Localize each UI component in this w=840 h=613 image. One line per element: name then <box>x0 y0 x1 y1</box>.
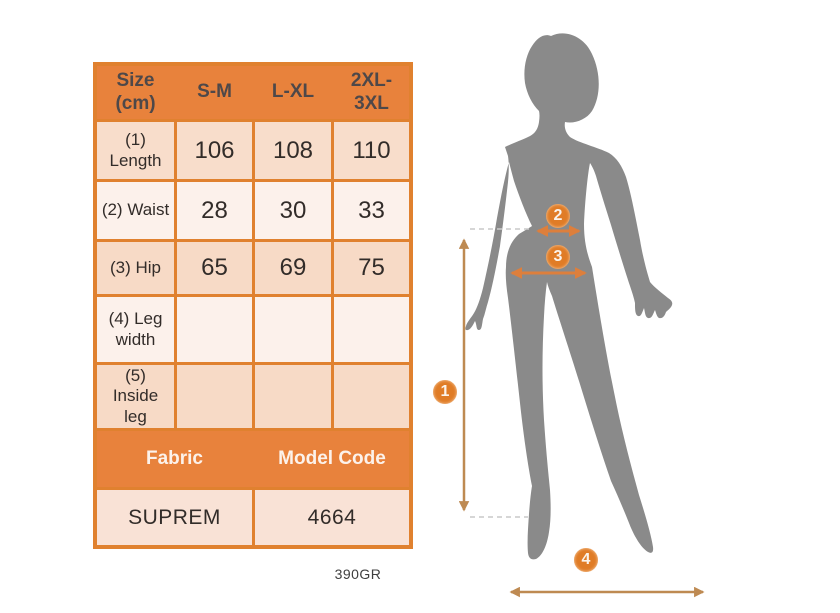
value-waist-s-m: 28 <box>177 182 252 239</box>
value-length-l-xl: 108 <box>255 122 331 179</box>
value-inside-leg-s-m <box>177 365 252 428</box>
value-waist-2xl-3xl: 33 <box>334 182 409 239</box>
weight-note: 390GR <box>334 566 382 582</box>
row-label-waist: (2) Waist <box>97 182 174 239</box>
value-hip-s-m: 65 <box>177 242 252 294</box>
body-silhouette <box>465 33 673 560</box>
value-hip-2xl-3xl: 75 <box>334 242 409 294</box>
value-leg-width-2xl-3xl <box>334 297 409 362</box>
column-header-2xl-3xl: 2XL- 3XL <box>350 69 393 114</box>
value-inside-leg-l-xl <box>255 365 331 428</box>
value-waist-l-xl: 30 <box>255 182 331 239</box>
value-length-2xl-3xl: 110 <box>334 122 409 179</box>
value-leg-width-s-m <box>177 297 252 362</box>
row-label-hip: (3) Hip <box>97 242 174 294</box>
model-code-value: 4664 <box>255 490 409 545</box>
value-leg-width-l-xl <box>255 297 331 362</box>
value-length-s-m: 106 <box>177 122 252 179</box>
column-header-size-cm: Size (cm) <box>115 69 156 114</box>
fabric-model-header-row: Fabric Model Code <box>97 431 409 487</box>
row-label-leg-width: (4) Leg width <box>97 297 174 362</box>
size-chart-header-row: Size (cm) S-M L-XL 2XL- 3XL <box>97 66 409 119</box>
measurement-marker-2: 2 <box>546 204 570 228</box>
measurement-marker-1: 1 <box>433 380 457 404</box>
model-code-header: Model Code <box>278 448 386 469</box>
value-hip-l-xl: 69 <box>255 242 331 294</box>
column-header-s-m: S-M <box>197 81 232 103</box>
body-silhouette-figure <box>458 33 705 598</box>
column-header-l-xl: L-XL <box>271 81 315 103</box>
measurement-marker-3: 3 <box>546 245 570 269</box>
measurement-marker-4: 4 <box>574 548 598 572</box>
size-chart-table: Size (cm) S-M L-XL 2XL- 3XL (1) Length 1… <box>93 62 413 549</box>
value-inside-leg-2xl-3xl <box>334 365 409 428</box>
fabric-value: SUPREM <box>97 490 252 545</box>
fabric-header: Fabric <box>145 448 204 469</box>
row-label-length: (1) Length <box>97 122 174 179</box>
row-label-inside-leg: (5) Inside leg <box>97 365 174 428</box>
